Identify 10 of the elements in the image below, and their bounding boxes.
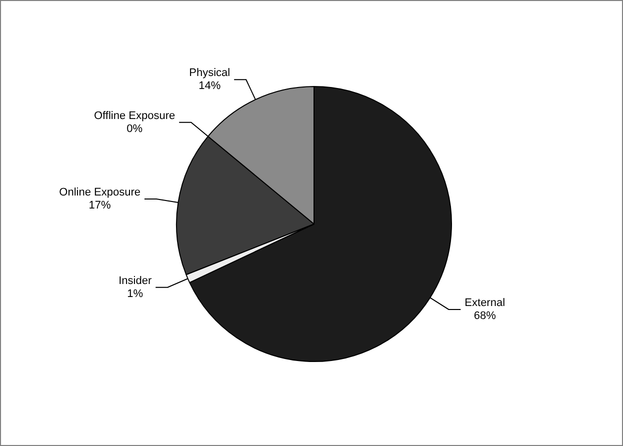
data-label: 17% xyxy=(88,200,112,212)
data-label: 68% xyxy=(474,310,496,322)
category-label: Offline Exposure xyxy=(94,110,176,122)
slice-label: Physical xyxy=(189,67,230,80)
text: 0% xyxy=(126,122,142,135)
slice-label: Online Exposure xyxy=(59,186,140,199)
data-label: 14% xyxy=(198,80,221,92)
data-label: 1% xyxy=(127,288,144,300)
slice-label: External xyxy=(464,296,506,309)
slice-label: Insider xyxy=(118,274,152,287)
